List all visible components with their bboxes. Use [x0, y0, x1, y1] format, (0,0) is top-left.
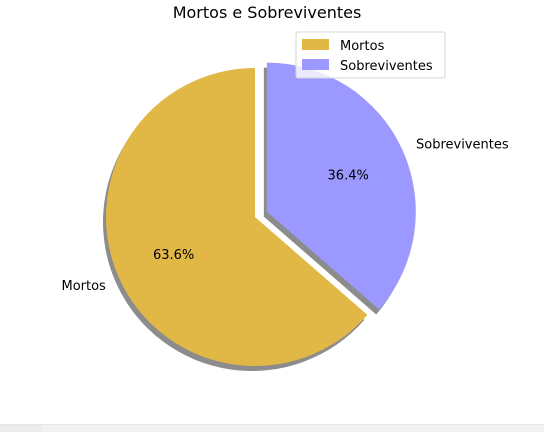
pct-label-sobreviventes: 36.4%	[328, 169, 369, 184]
scrollbar-thumb[interactable]	[0, 425, 42, 432]
chart-title: Mortos e Sobreviventes	[173, 3, 362, 22]
pie-slice-sobreviventes	[266, 62, 416, 310]
pie-slices-group	[106, 62, 416, 366]
legend: Mortos Sobreviventes	[295, 31, 446, 79]
legend-swatch-sobreviventes	[302, 59, 329, 70]
pie-labels-group: 63.6% Mortos 36.4% Sobreviventes	[61, 138, 508, 294]
slice-label-mortos: Mortos	[61, 279, 106, 294]
legend-swatch-mortos	[302, 39, 329, 50]
pct-label-mortos: 63.6%	[153, 248, 194, 263]
legend-label-sobreviventes: Sobreviventes	[340, 59, 433, 74]
pie-slice-mortos	[106, 68, 368, 366]
legend-label-mortos: Mortos	[340, 39, 385, 54]
slice-label-sobreviventes: Sobreviventes	[416, 138, 509, 153]
legend-frame	[295, 31, 446, 79]
bottom-scrollbar-track[interactable]	[0, 424, 544, 432]
